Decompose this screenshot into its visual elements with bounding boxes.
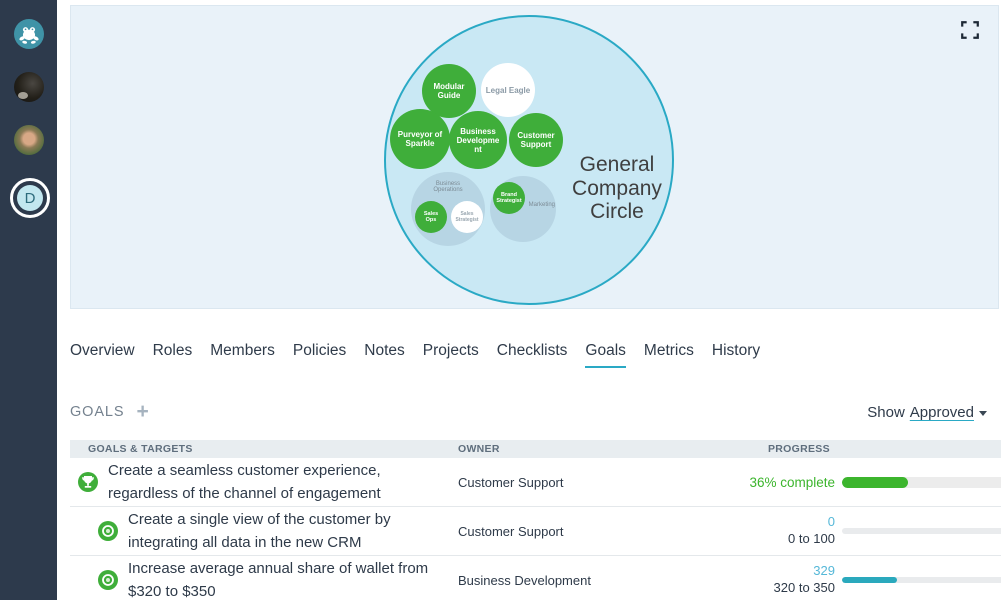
circle-customer-support[interactable]: Customer Support [509, 113, 563, 167]
frog-icon [19, 27, 39, 44]
circle-sales-strategist[interactable]: Sales Strategist [451, 201, 483, 233]
goal-row: Create a seamless customer experience, r… [70, 458, 1001, 507]
circle-brand-strategist[interactable]: Brand Strategist [493, 182, 525, 214]
goal-owner: Business Development [458, 572, 591, 588]
progress-value: 329 [813, 563, 835, 579]
expand-icon [961, 21, 979, 39]
goal-text: Create a seamless customer experience, r… [108, 461, 381, 502]
circle-tabs: Overview Roles Members Policies Notes Pr… [70, 342, 760, 368]
avatar-cat[interactable] [14, 72, 44, 102]
goals-table: GOALS & TARGETS OWNER PROGRESS Cre [70, 440, 1001, 604]
tab-metrics[interactable]: Metrics [643, 342, 694, 359]
tab-overview[interactable]: Overview [70, 342, 135, 359]
circle-map-panel: General Company Circle Modular Guide Leg… [70, 5, 999, 309]
goal-owner: Customer Support [458, 474, 564, 490]
tab-notes[interactable]: Notes [364, 342, 405, 359]
progress-range: 0 to 100 [788, 531, 835, 546]
avatar-current-user[interactable]: D [10, 178, 50, 218]
add-goal-button[interactable]: + [136, 400, 149, 423]
circle-title: General Company Circle [572, 153, 662, 224]
col-owner: OWNER [458, 443, 500, 455]
tab-policies[interactable]: Policies [292, 342, 347, 359]
avatar-person[interactable] [14, 125, 44, 155]
circle-modular-guide[interactable]: Modular Guide [422, 64, 476, 118]
goal-row: Create a single view of the customer by … [70, 507, 1001, 556]
circle-business-development[interactable]: Business Development [449, 111, 507, 169]
col-progress: PROGRESS [768, 443, 830, 455]
circle-purveyor-of-sparkle[interactable]: Purveyor of Sparkle [390, 109, 450, 169]
progress-bar [842, 476, 1001, 488]
tab-roles[interactable]: Roles [152, 342, 193, 359]
col-goals-targets: GOALS & TARGETS [88, 443, 193, 455]
app-sidebar: D [0, 0, 57, 600]
goals-table-header: GOALS & TARGETS OWNER PROGRESS [70, 440, 1001, 458]
progress-bar [842, 528, 1001, 534]
circle-sales-ops[interactable]: Sales Ops [415, 201, 447, 233]
progress-label: 36% complete [749, 474, 835, 490]
goals-heading: GOALS [70, 403, 125, 420]
chevron-down-icon [979, 411, 987, 416]
goals-section-header: GOALS + [70, 401, 149, 422]
goal-owner: Customer Support [458, 523, 564, 539]
target-icon [98, 521, 118, 541]
tab-members[interactable]: Members [210, 342, 275, 359]
goal-row: Increase average annual share of wallet … [70, 556, 1001, 604]
avatar-initial: D [17, 185, 43, 211]
progress-bar [842, 577, 1001, 583]
filter-label: Show [867, 404, 905, 421]
progress-value: 0 [827, 514, 835, 530]
tab-goals[interactable]: Goals [585, 342, 626, 368]
fullscreen-icon[interactable] [960, 20, 980, 40]
tab-projects[interactable]: Projects [422, 342, 479, 359]
target-icon [98, 570, 118, 590]
progress-range: 320 to 350 [773, 580, 835, 595]
goal-text: Create a single view of the customer by … [128, 510, 391, 551]
circle-legal-eagle[interactable]: Legal Eagle [481, 63, 535, 117]
filter-value: Approved [909, 404, 974, 421]
tab-checklists[interactable]: Checklists [496, 342, 568, 359]
glassfrog-logo[interactable] [14, 19, 44, 49]
goal-text: Increase average annual share of wallet … [128, 559, 429, 600]
tab-history[interactable]: History [711, 342, 761, 359]
trophy-icon [78, 472, 98, 492]
show-filter-dropdown[interactable]: Show Approved [867, 404, 987, 421]
